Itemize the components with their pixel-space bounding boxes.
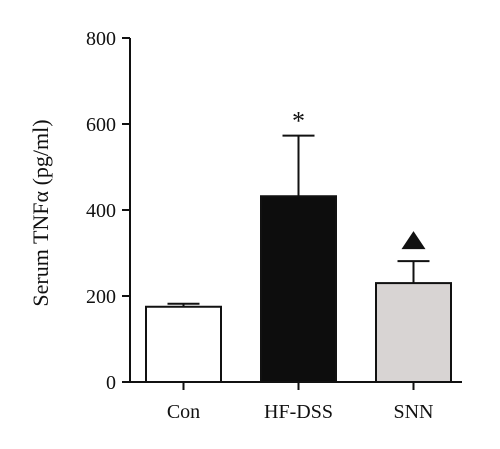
significance-triangle-marker	[401, 231, 426, 250]
x-axis: Con HF-DSS SNN	[130, 381, 462, 423]
x-tick-label: Con	[167, 401, 200, 423]
y-axis-title: Serum TNFα (pg/ml)	[28, 119, 53, 306]
y-axis: 0 200 400 600 800	[86, 28, 131, 394]
bar	[375, 282, 452, 384]
x-tick-label: SNN	[393, 401, 433, 423]
x-tick-label: HF-DSS	[264, 401, 333, 423]
bar	[145, 305, 222, 383]
bars: *	[145, 107, 452, 384]
y-tick-label: 600	[86, 114, 116, 136]
y-tick-label: 400	[86, 200, 116, 222]
y-tick-label: 0	[106, 372, 116, 394]
y-tick-label: 200	[86, 286, 116, 308]
bar	[260, 195, 337, 383]
y-tick-label: 800	[86, 28, 116, 50]
significance-star-marker: *	[292, 107, 305, 136]
